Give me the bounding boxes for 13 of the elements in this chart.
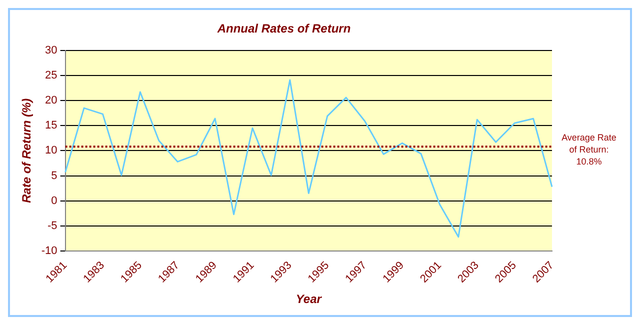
y-tick-label: -10 <box>41 244 58 257</box>
ref-line-label: Average Rate of Return: 10.8% <box>562 132 616 167</box>
y-tick-label: 10 <box>45 144 58 157</box>
y-tick-label: 5 <box>51 170 58 182</box>
y-tick-label: 0 <box>51 194 58 207</box>
y-tick-label: 30 <box>45 44 58 56</box>
y-tick-label: 25 <box>45 70 58 82</box>
y-tick-label: -5 <box>48 220 58 232</box>
y-axis-title: Rate of Return (%) <box>20 98 34 204</box>
x-axis-title: Year <box>296 292 323 306</box>
chart-title: Annual Rates of Return <box>216 22 351 36</box>
y-tick-label: 15 <box>45 120 58 132</box>
y-tick-label: 20 <box>45 94 58 107</box>
